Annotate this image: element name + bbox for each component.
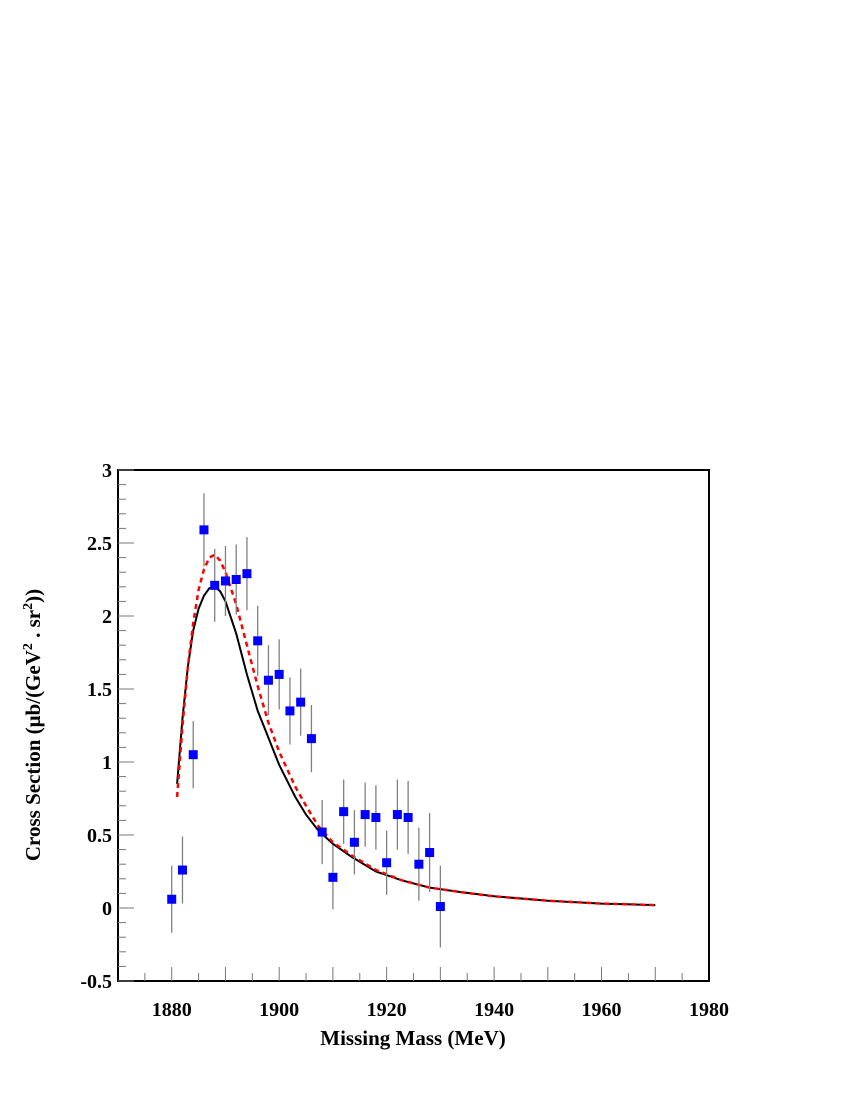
x-tick-label: 1900: [259, 999, 299, 1021]
x-tick-label: 1940: [474, 999, 514, 1021]
data-point: [285, 706, 295, 716]
data-point: [296, 697, 306, 707]
data-point: [220, 576, 230, 586]
dashed-curve: [175, 553, 656, 907]
y-tick-label: -0.5: [80, 971, 112, 993]
data-point: [328, 872, 338, 882]
y-tick-label: 2: [102, 606, 112, 628]
data-point: [339, 807, 349, 817]
x-tick-label: 1960: [582, 999, 622, 1021]
data-point: [382, 858, 392, 868]
x-tick-label: 1920: [367, 999, 407, 1021]
y-tick-label: 0.5: [87, 825, 112, 847]
x-tick-label: 1880: [152, 999, 192, 1021]
curves: [175, 553, 656, 907]
data-point: [199, 525, 209, 535]
data-point: [414, 859, 424, 869]
data-point: [392, 810, 402, 820]
data-point: [435, 902, 445, 912]
data-point: [188, 750, 198, 760]
y-tick-label: 3: [102, 460, 112, 482]
y-axis-label: Cross Section (μb/(GeV2 . sr2)): [21, 589, 45, 861]
data-points: [167, 525, 445, 912]
data-point: [349, 837, 359, 847]
data-point: [274, 669, 284, 679]
y-tick-label: 0: [102, 898, 112, 920]
data-point: [253, 636, 263, 646]
data-point: [231, 575, 241, 584]
x-axis-label: Missing Mass (MeV): [320, 1026, 505, 1050]
y-tick-label: 1: [102, 752, 112, 774]
data-point: [177, 865, 187, 875]
data-point: [263, 675, 273, 685]
solid-curve: [176, 585, 656, 907]
data-point: [210, 580, 220, 590]
data-point: [242, 569, 252, 579]
data-point: [306, 734, 316, 744]
x-tick-label: 1980: [689, 999, 729, 1021]
x-tick-labels: 1880 1900 1920 1940 1960 1980: [152, 999, 729, 1021]
data-point: [360, 810, 370, 820]
data-point: [371, 812, 381, 822]
axis-ticks: [118, 469, 683, 982]
y-tick-label: 2.5: [87, 533, 112, 555]
data-point: [425, 848, 435, 858]
y-tick-label: 1.5: [87, 679, 112, 701]
y-tick-labels: -0.5 0 0.5 1 1.5 2 2.5 3: [80, 460, 112, 993]
data-point: [403, 812, 413, 822]
data-point: [167, 894, 177, 904]
data-point: [317, 827, 327, 837]
